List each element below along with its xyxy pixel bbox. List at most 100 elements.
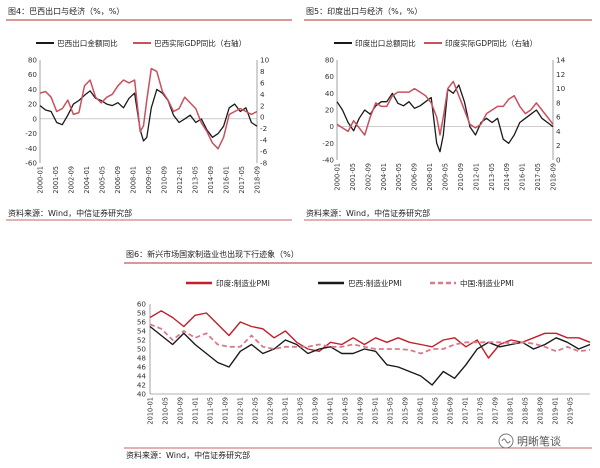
chart6-y-tick-label: 46 — [137, 363, 147, 372]
chart6-x-tick-label: 2018-09 — [537, 397, 545, 425]
chart5-x-tick-label: 2002-09 — [364, 163, 372, 191]
chart4-left-tick-label: 20 — [28, 100, 38, 109]
chart4-legend-label: 巴西实际GDP同比（右轴） — [154, 38, 246, 48]
chart6-x-tick-label: 2017-09 — [492, 397, 500, 425]
chart6-y-tick-label: 58 — [137, 309, 147, 318]
chart4-left-tick-label: -20 — [25, 129, 37, 138]
chart5-right-tick-label: 2 — [556, 141, 561, 150]
chart5-left-tick-label: 80 — [325, 56, 335, 65]
chart5-x-tick-label: 2016-01 — [519, 163, 527, 191]
chart4-x-tick-label: 2016-01 — [223, 166, 231, 194]
chart5-x-tick-label: 2000-01 — [334, 163, 342, 191]
chart4-x-tick-label: 2002-09 — [68, 166, 76, 194]
chart5-left-tick-label: 60 — [325, 72, 335, 81]
chart6-y-tick-label: 50 — [137, 345, 147, 354]
chart5-x-tick-label: 2001-05 — [349, 163, 357, 191]
chart5-source: 资料来源：Wind，中信证券研究部 — [306, 208, 430, 218]
chart5-x-tick-label: 2009-05 — [442, 163, 450, 191]
chart4-x-tick-label: 2010-09 — [161, 166, 169, 194]
watermark-text: 明晰笔谈 — [517, 434, 561, 448]
chart6-x-tick-label: 2010-09 — [177, 397, 185, 425]
chart4-right-tick-label: 6 — [260, 78, 265, 87]
chart6-x-tick-label: 2014-05 — [342, 397, 350, 425]
chart4-legend-label: 巴西出口金额同比 — [57, 38, 118, 48]
chart5-legend-label: 印度出口总额同比 — [355, 38, 416, 48]
chart5-legend-label: 印度实际GDP同比（右轴） — [445, 38, 537, 48]
chart5-right-tick-label: 4 — [556, 127, 561, 136]
chart4-x-tick-label: 2014-09 — [207, 166, 215, 194]
chart5-left-tick-label: 40 — [325, 89, 335, 98]
chart6-y-tick-label: 54 — [137, 327, 147, 336]
chart6-legend-label: 巴西:制造业PMI — [348, 278, 402, 288]
chart4-x-tick-label: 2000-01 — [37, 166, 45, 194]
watermark: 明晰笔谈 — [498, 433, 561, 449]
chart4-x-tick-label: 2012-01 — [176, 166, 184, 194]
chart5-x-tick-label: 2004-01 — [380, 163, 388, 191]
chart4-left-tick-label: 0 — [32, 114, 37, 123]
chart5-x-tick-label: 2014-09 — [503, 163, 511, 191]
chart6-y-tick-label: 52 — [137, 336, 146, 345]
chart4-x-tick-label: 2001-05 — [52, 166, 60, 194]
chart6-x-tick-label: 2018-05 — [522, 397, 530, 425]
watermark-logo-mark — [501, 438, 511, 444]
chart5-series-line-gdp — [336, 80, 554, 136]
chart4-series-line-exports — [39, 88, 258, 142]
chart4-left-tick-label: -40 — [25, 144, 37, 153]
chart5-left-tick-label: 0 — [329, 122, 334, 131]
chart4-right-tick-label: 8 — [260, 67, 265, 76]
chart6-title: 图6：新兴市场国家制造业也出现下行迹象（%） — [126, 249, 299, 259]
chart6-y-tick-label: 42 — [137, 381, 146, 390]
chart6-x-tick-label: 2019-05 — [567, 397, 575, 425]
chart5-x-tick-label: 2008-01 — [426, 163, 434, 191]
chart6-series-line-india — [149, 310, 591, 359]
chart4-source: 资料来源：Wind，中信证券研究部 — [8, 208, 132, 218]
chart4-right-tick-label: 4 — [260, 90, 265, 99]
chart6-y-tick-label: 40 — [137, 390, 147, 399]
chart4-right-tick-label: -8 — [260, 159, 268, 168]
chart4-x-tick-label: 2009-05 — [145, 166, 153, 194]
chart6-x-tick-label: 2014-09 — [357, 397, 365, 425]
chart6-source: 资料来源：Wind，中信证券研究部 — [126, 450, 250, 460]
chart5-left-tick-label: -40 — [322, 156, 334, 165]
chart4-x-tick-label: 2017-05 — [238, 166, 246, 194]
chart5-x-tick-label: 2013-05 — [488, 163, 496, 191]
chart4-x-tick-label: 2004-01 — [83, 166, 91, 194]
chart6-series-line-china — [149, 323, 591, 355]
chart4-x-tick-label: 2013-05 — [192, 166, 200, 194]
chart4-left-tick-label: 60 — [28, 70, 38, 79]
chart6-x-tick-label: 2012-01 — [237, 397, 245, 425]
chart5-right-tick-label: 6 — [556, 113, 561, 122]
chart6-x-tick-label: 2014-01 — [327, 397, 335, 425]
chart4-left-tick-label: 80 — [28, 56, 38, 65]
chart4-x-tick-label: 2008-01 — [130, 166, 138, 194]
chart6-x-tick-label: 2010-05 — [162, 397, 170, 425]
chart5-x-tick-label: 2012-01 — [472, 163, 480, 191]
chart6-legend-label: 印度:制造业PMI — [216, 278, 270, 288]
chart4-right-tick-label: 0 — [260, 113, 265, 122]
chart6-x-tick-label: 2010-01 — [147, 397, 155, 425]
chart5-x-tick-label: 2018-09 — [550, 163, 558, 191]
chart4-series-line-gdp — [39, 67, 258, 150]
chart5-x-tick-label: 2006-09 — [411, 163, 419, 191]
chart4-x-tick-label: 2018-09 — [254, 166, 262, 194]
chart4-right-tick-label: -4 — [260, 136, 268, 145]
chart6-series-line-brazil — [149, 325, 591, 386]
watermark-logo-icon — [498, 433, 514, 449]
chart5-left-tick-label: -20 — [322, 139, 334, 148]
chart6-x-tick-label: 2011-01 — [192, 397, 200, 425]
chart6-x-tick-label: 2016-09 — [447, 397, 455, 425]
chart6-x-tick-label: 2016-05 — [432, 397, 440, 425]
chart6-x-tick-label: 2018-01 — [507, 397, 515, 425]
chart5-right-tick-label: 12 — [556, 70, 565, 79]
chart5-title: 图5：印度出口与经济（%，%） — [306, 6, 422, 16]
chart6-x-tick-label: 2012-05 — [252, 397, 260, 425]
chart6-x-tick-label: 2013-09 — [312, 397, 320, 425]
chart4-x-tick-label: 2006-09 — [114, 166, 122, 194]
chart4-right-tick-label: 2 — [260, 101, 265, 110]
chart6-x-tick-label: 2012-09 — [267, 397, 275, 425]
chart4-right-tick-label: 10 — [260, 56, 270, 65]
chart5-right-tick-label: 10 — [556, 84, 566, 93]
chart4-title: 图4：巴西出口与经济（%，%） — [8, 6, 124, 16]
chart6-x-tick-label: 2015-05 — [387, 397, 395, 425]
chart5-left-tick-label: 20 — [325, 106, 335, 115]
